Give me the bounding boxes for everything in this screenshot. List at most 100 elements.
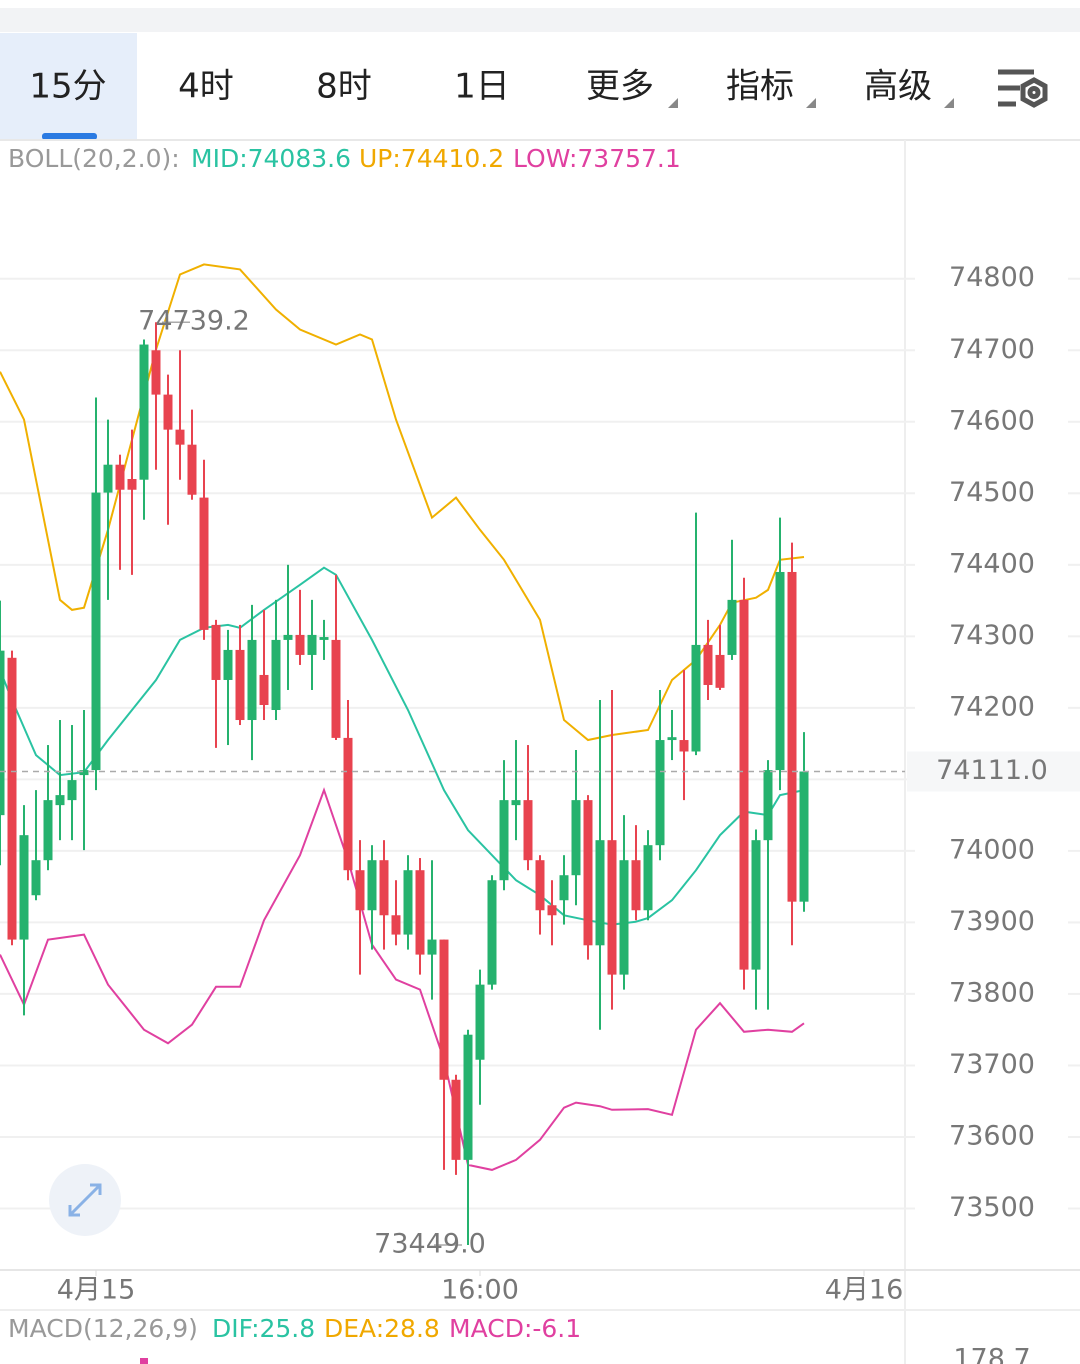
candle-body <box>535 860 545 911</box>
macd-item: MACD:-6.1 <box>449 1314 581 1343</box>
candle-body <box>703 644 713 685</box>
dropdown-caret <box>668 98 678 108</box>
overlay: 74739.2 73449.0 74111.0 <box>0 306 1080 1259</box>
candle-body <box>187 444 197 495</box>
candle-body <box>499 800 509 881</box>
legend-title: BOLL(20,2.0): <box>8 144 180 173</box>
candle-body <box>55 795 65 806</box>
candle-body <box>127 479 137 490</box>
candle-body <box>415 870 425 955</box>
candle-body <box>139 344 149 480</box>
candle-body <box>451 1079 461 1160</box>
candle-body <box>223 649 233 680</box>
y-tick-label: 74800 <box>949 262 1035 293</box>
candle-body <box>487 880 497 985</box>
candle-body <box>295 634 305 655</box>
candle-body <box>619 860 629 975</box>
candle-body <box>379 860 389 916</box>
candle-body <box>103 464 113 493</box>
candle-body <box>439 939 449 1080</box>
candle-body <box>691 644 701 752</box>
candle-body <box>595 840 605 946</box>
y-tick-label: 74300 <box>949 620 1035 651</box>
active-tab-indicator <box>42 133 97 140</box>
last-price-label: 74111.0 <box>936 755 1048 786</box>
candle-body <box>343 737 353 871</box>
candle-body <box>43 800 53 861</box>
tab[interactable]: 4时 <box>178 67 234 107</box>
candle-body <box>367 860 377 911</box>
annotation-label: 73449.0 <box>374 1228 486 1259</box>
y-tick-label: 73800 <box>949 977 1035 1008</box>
macd-y-tick-label: 178.7 <box>953 1344 1030 1364</box>
candle-body <box>0 650 5 816</box>
candle-body <box>67 780 77 801</box>
candle-body <box>211 624 221 680</box>
candle-body <box>427 939 437 955</box>
tab[interactable]: 指标 <box>726 67 794 107</box>
y-tick-label: 74000 <box>949 834 1035 865</box>
legend: BOLL(20,2.0): MID:74083.6 UP:74410.2 LOW:73… <box>8 144 1031 1364</box>
candle-body <box>583 800 593 946</box>
candle-body <box>163 394 173 430</box>
macd-item: DIF:25.8 <box>212 1314 315 1343</box>
candle-body <box>763 770 773 841</box>
candle-body <box>235 649 245 721</box>
candle-body <box>403 870 413 935</box>
settings-icon[interactable] <box>998 69 1048 108</box>
candle-body <box>259 674 269 705</box>
candle-body <box>523 800 533 861</box>
candle-body <box>7 657 17 940</box>
tab-bar: 15分 4时 8时 1日 更多 指标 高级 <box>29 67 932 107</box>
top-strip <box>0 8 1080 32</box>
candle-body <box>655 740 665 846</box>
band-line <box>0 787 805 1171</box>
candle-body <box>151 350 161 395</box>
candle-body <box>679 740 689 752</box>
candle-body <box>271 639 281 711</box>
active-tab-bg <box>0 33 137 140</box>
candles <box>0 322 809 1245</box>
candle-body <box>631 860 641 911</box>
candle-body <box>547 905 557 916</box>
candle-body <box>115 464 125 490</box>
candle-body <box>607 840 617 975</box>
candle-body <box>667 737 677 741</box>
y-tick-label: 74200 <box>949 691 1035 722</box>
candle-body <box>799 771 809 902</box>
tab[interactable]: 15分 <box>29 67 106 107</box>
macd-title: MACD(12,26,9) <box>8 1314 198 1343</box>
candle-body <box>307 634 317 655</box>
expand-icon <box>68 1183 102 1217</box>
annotation-label: 74739.2 <box>138 306 250 337</box>
candle-body <box>775 571 785 771</box>
y-tick-label: 74700 <box>949 334 1035 365</box>
y-tick-label: 73600 <box>949 1120 1035 1151</box>
candle-body <box>715 654 725 688</box>
y-tick-label: 73700 <box>949 1049 1035 1080</box>
dropdown-caret <box>944 98 954 108</box>
tab[interactable]: 8时 <box>316 67 372 107</box>
candle-body <box>391 915 401 935</box>
macd-item: DEA:28.8 <box>324 1314 440 1343</box>
candle-body <box>559 875 569 901</box>
tab[interactable]: 1日 <box>454 67 510 107</box>
candle-body <box>787 571 797 902</box>
candle-body <box>355 870 365 911</box>
candle-body <box>199 497 209 630</box>
y-tick-label: 74500 <box>949 477 1035 508</box>
y-tick-label: 74600 <box>949 405 1035 436</box>
x-tick-label: 16:00 <box>441 1275 519 1306</box>
band-line <box>0 566 805 926</box>
tab[interactable]: 高级 <box>864 67 932 107</box>
tab[interactable]: 更多 <box>586 67 654 107</box>
candle-body <box>91 492 101 771</box>
candle-body <box>463 1034 473 1160</box>
candle-body <box>31 860 41 896</box>
macd-bar <box>140 1358 148 1364</box>
dropdown-caret <box>806 98 816 108</box>
candle-body <box>283 634 293 640</box>
candle-body <box>511 800 521 806</box>
